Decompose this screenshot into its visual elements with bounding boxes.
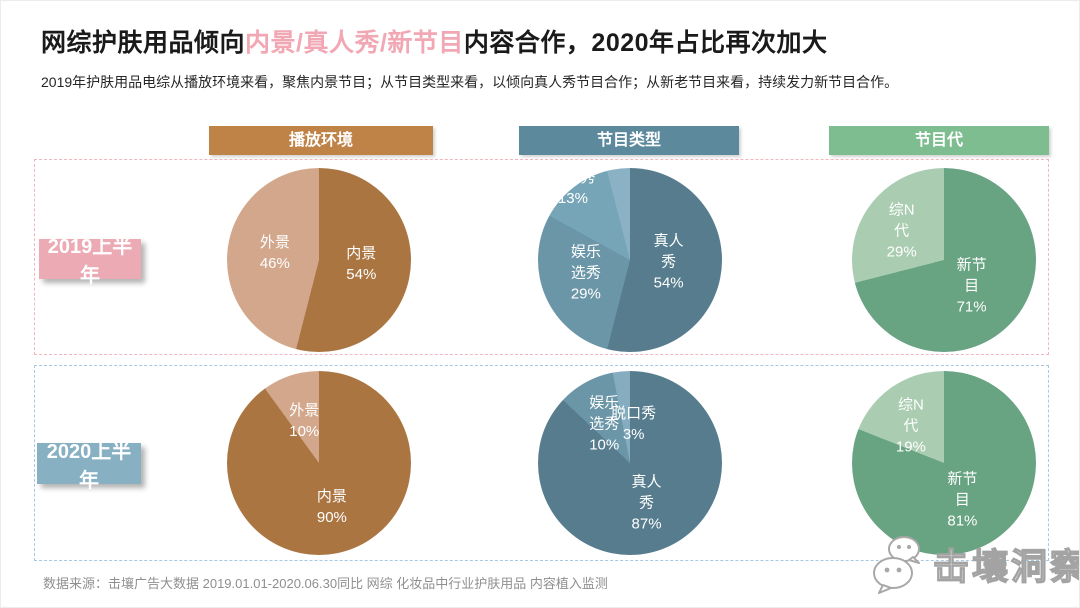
pie-playback-environment-2019: 内景 54% 外景 46% xyxy=(227,168,411,352)
pie-segment-label: 真人秀 54% xyxy=(653,232,684,292)
title-suffix: 内容合作，2020年占比再次加大 xyxy=(463,29,828,57)
row-frame-2019 xyxy=(34,159,1049,355)
pie-segment-label: 娱乐选秀 10% xyxy=(589,394,620,454)
pie-segment-label: 综N代 29% xyxy=(886,201,917,261)
page-subtitle: 2019年护肤用品电综从播放环境来看，聚焦内景节目；从节目类型来看，以倾向真人秀… xyxy=(41,74,899,90)
watermark: 击壤洞察 xyxy=(871,533,1080,595)
pie-chart xyxy=(852,371,1036,555)
column-header-program-type: 节目类型 xyxy=(519,126,739,155)
pie-playback-environment-2020: 内景 90% 外景 10% xyxy=(227,371,411,555)
pie-segment-label: 外景 10% xyxy=(289,401,320,440)
page-title: 网综护肤用品倾向内景/真人秀/新节目内容合作，2020年占比再次加大 xyxy=(41,23,828,59)
column-header-program-generation: 节目代 xyxy=(829,126,1049,155)
pie-segment-label: 综N代 19% xyxy=(895,396,926,456)
pie-chart xyxy=(852,168,1036,352)
column-header-playback-environment: 播放环境 xyxy=(209,126,433,155)
title-highlight: 内景/真人秀/新节目 xyxy=(245,29,464,57)
title-prefix: 网综护肤用品倾向 xyxy=(41,29,246,57)
row-frame-2020 xyxy=(34,365,1049,561)
data-source-note: 数据来源：击壤广告大数据 2019.01.01-2020.06.30同比 网综 … xyxy=(43,576,608,591)
pie-chart xyxy=(227,371,411,555)
pie-segment-label: 外景 46% xyxy=(259,233,290,272)
pie-chart xyxy=(227,168,411,352)
pie-segment-label: 新节目 71% xyxy=(956,256,987,316)
pie-program-type-2020: 真人秀 87% 娱乐选秀 10% 脱口秀 3% xyxy=(538,371,722,555)
pie-segment-label: 脱口秀 3% xyxy=(611,405,657,444)
pie-program-generation-2019: 新节目 71% 综N代 29% xyxy=(852,168,1036,352)
watermark-text: 击壤洞察 xyxy=(932,545,1080,587)
pie-segment-label: 内景 54% xyxy=(346,244,377,283)
pie-segment-label: 脱口秀 13% xyxy=(550,169,596,208)
row-label-2019h1: 2019上半年 xyxy=(39,236,141,287)
pie-segment-label: 新节目 81% xyxy=(947,470,978,530)
pie-chart xyxy=(538,371,722,555)
wechat-icon xyxy=(873,536,920,594)
pie-program-generation-2020: 新节目 81% 综N代 19% xyxy=(852,371,1036,555)
row-label-2020h1: 2020上半年 xyxy=(37,441,141,492)
pie-program-type-2019: 真人秀 54% 娱乐选秀 29% 脱口秀 13% xyxy=(538,168,722,352)
pie-segment-label: 娱乐选秀 29% xyxy=(570,243,601,303)
pie-chart xyxy=(538,168,722,352)
pie-segment-label: 真人秀 87% xyxy=(631,473,662,533)
pie-segment-label: 内景 90% xyxy=(316,488,347,527)
